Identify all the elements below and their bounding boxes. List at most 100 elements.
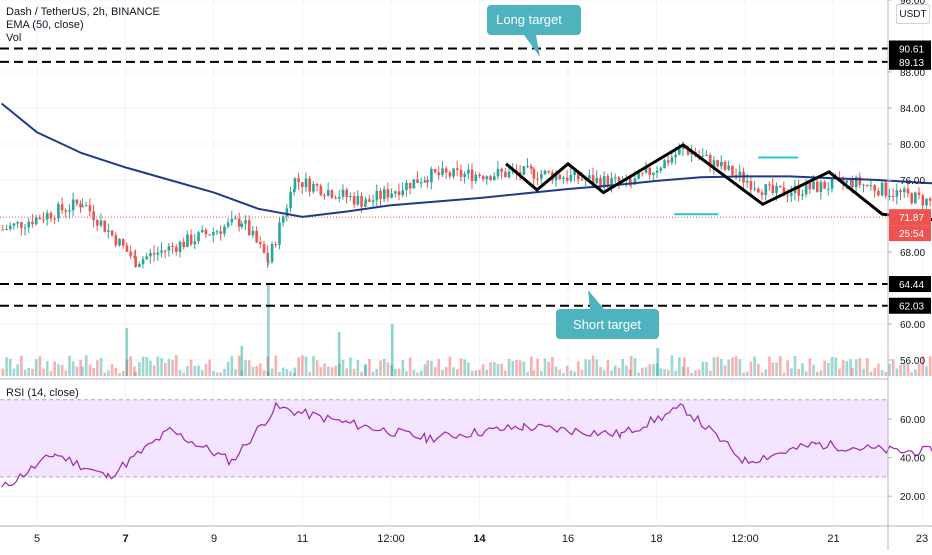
volume-bar — [64, 370, 68, 376]
rsi-legend[interactable]: RSI (14, close) — [6, 387, 79, 399]
volume-bar — [515, 360, 518, 376]
candle-body — [500, 168, 503, 172]
candle-body — [869, 185, 873, 187]
volume-bar — [259, 363, 262, 376]
candle-body — [23, 227, 27, 229]
candle-body — [731, 165, 734, 176]
candle-body — [163, 250, 167, 252]
candle-body — [92, 211, 95, 221]
candle-body — [200, 229, 204, 233]
candle-body — [171, 246, 174, 248]
volume-bar — [129, 356, 132, 376]
time-tick-label: 21 — [827, 533, 839, 545]
volume-bar — [808, 358, 812, 376]
volume-bar — [681, 366, 685, 376]
candle-body — [405, 182, 408, 191]
volume-bar — [459, 358, 463, 376]
volume-bar — [504, 370, 507, 376]
candle-body — [782, 187, 786, 196]
volume-bar — [511, 361, 515, 376]
candle-body — [648, 167, 652, 175]
candle-body — [204, 229, 208, 235]
short-target-callout[interactable] — [556, 309, 659, 339]
volume-bar — [637, 372, 640, 376]
pattern-marks — [674, 156, 799, 216]
time-axis[interactable]: 5 7 9 11 12:00 14 16 18 12:00 21 23 — [34, 533, 928, 545]
volume-bar — [20, 355, 23, 376]
volume-bar — [215, 372, 219, 376]
candle-body — [723, 161, 727, 170]
candle-body — [363, 203, 367, 207]
volume-bar — [337, 332, 341, 376]
candle-body — [20, 222, 23, 228]
rsi-axis[interactable]: 60.00 40.00 20.00 — [888, 415, 925, 503]
volume-bar — [405, 371, 408, 376]
candle-body — [617, 177, 621, 183]
volume-legend[interactable]: Vol — [6, 32, 22, 44]
volume-bar — [628, 369, 632, 376]
volume-bar — [793, 355, 797, 376]
volume-bar — [114, 367, 118, 376]
long-target-callout[interactable] — [487, 5, 581, 35]
volume-bar — [163, 363, 167, 376]
candle-body — [408, 182, 412, 189]
time-tick-label: 23 — [916, 533, 928, 545]
volume-bar — [75, 366, 79, 376]
symbol-title[interactable]: Dash / TetherUS, 2h, BINANCE — [6, 6, 160, 18]
volume-bar — [330, 367, 334, 376]
rsi-tick-label: 40.00 — [900, 454, 925, 465]
volume-bar — [79, 359, 82, 376]
volume-bar — [547, 361, 550, 376]
volume-bar — [125, 328, 129, 376]
volume-bar — [160, 358, 163, 376]
candle-body — [588, 175, 591, 179]
price-axis-badges: 90.61 89.13 71.87 25:54 64.44 62.03 — [889, 40, 931, 314]
volume-bar — [363, 364, 367, 376]
candle-body — [599, 177, 602, 188]
price-badge-label: 89.13 — [899, 58, 924, 69]
volume-bar — [285, 369, 289, 376]
volume-bar — [819, 370, 823, 376]
volume-bar — [212, 371, 215, 376]
candle-body — [558, 174, 562, 179]
candle-body — [323, 195, 326, 197]
volume-bar — [674, 370, 677, 376]
volume-bar — [841, 360, 845, 376]
candle-body — [416, 179, 419, 183]
symbol-legend[interactable]: Dash / TetherUS, 2h, BINANCE EMA (50, cl… — [6, 6, 160, 45]
candle-body — [12, 223, 16, 226]
candle-body — [219, 231, 223, 234]
candle-body — [193, 241, 197, 245]
candle-body — [565, 177, 569, 181]
volume-bar — [790, 368, 793, 376]
volume-bar — [712, 357, 716, 376]
ema-legend[interactable]: EMA (50, close) — [6, 19, 84, 31]
time-tick-label: 5 — [34, 533, 40, 545]
candle-body — [267, 261, 270, 263]
volume-bar — [678, 357, 681, 376]
volume-bar — [845, 361, 849, 376]
price-tick-label: 96.00 — [900, 0, 925, 7]
volume-bar — [9, 358, 12, 376]
volume-bar — [862, 368, 865, 376]
candle-body — [459, 170, 463, 177]
candle-body — [382, 189, 386, 199]
candle-body — [293, 178, 297, 190]
candle-body — [234, 218, 237, 220]
volume-bar — [419, 370, 423, 376]
candle-body — [334, 197, 337, 199]
candle-body — [467, 169, 470, 174]
currency-badge[interactable]: USDT — [896, 4, 930, 24]
rsi-line — [1, 401, 932, 488]
candle-body — [851, 178, 854, 188]
callouts[interactable]: Long target Short target — [487, 5, 659, 339]
volume-bar — [644, 367, 648, 376]
volume-bar — [463, 359, 466, 376]
candle-body — [496, 168, 500, 177]
candle-body — [110, 230, 114, 236]
candle-body — [591, 175, 595, 184]
volume-bar — [873, 367, 876, 376]
candle-body — [34, 217, 38, 225]
volume-bar — [641, 367, 644, 376]
